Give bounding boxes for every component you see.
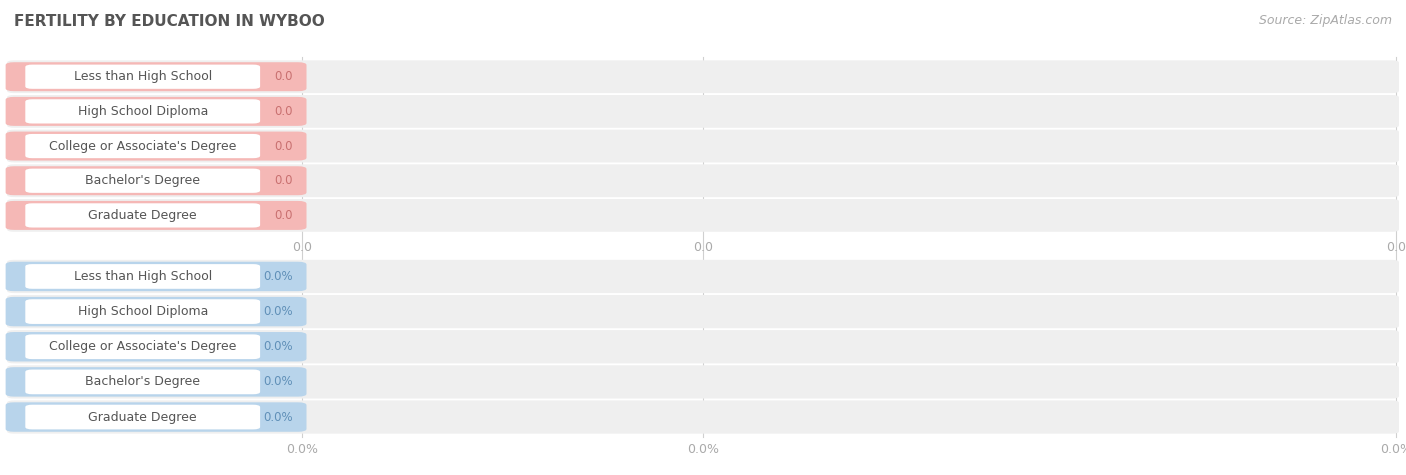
FancyBboxPatch shape [6,262,307,291]
Text: College or Associate's Degree: College or Associate's Degree [49,340,236,353]
Text: 0.0%: 0.0% [263,305,292,318]
Text: 0.0%: 0.0% [263,340,292,353]
FancyBboxPatch shape [25,334,260,359]
FancyBboxPatch shape [7,95,1399,128]
FancyBboxPatch shape [7,365,1399,399]
Text: College or Associate's Degree: College or Associate's Degree [49,140,236,152]
FancyBboxPatch shape [6,297,307,326]
FancyBboxPatch shape [7,60,1399,93]
Text: Less than High School: Less than High School [73,70,212,83]
Text: High School Diploma: High School Diploma [77,305,208,318]
Text: 0.0: 0.0 [292,241,312,254]
FancyBboxPatch shape [6,367,307,397]
FancyBboxPatch shape [6,402,307,432]
FancyBboxPatch shape [25,169,260,193]
FancyBboxPatch shape [25,203,260,228]
FancyBboxPatch shape [7,199,1399,232]
FancyBboxPatch shape [6,166,307,195]
FancyBboxPatch shape [6,62,307,91]
Text: Graduate Degree: Graduate Degree [89,410,197,424]
FancyBboxPatch shape [25,405,260,429]
FancyBboxPatch shape [7,164,1399,197]
Text: 0.0: 0.0 [274,70,292,83]
FancyBboxPatch shape [7,260,1399,293]
Text: 0.0: 0.0 [693,241,713,254]
Text: 0.0: 0.0 [1386,241,1406,254]
Text: High School Diploma: High School Diploma [77,105,208,118]
Text: 0.0: 0.0 [274,209,292,222]
Text: 0.0: 0.0 [274,140,292,152]
FancyBboxPatch shape [6,97,307,126]
FancyBboxPatch shape [25,264,260,289]
FancyBboxPatch shape [25,299,260,324]
FancyBboxPatch shape [6,332,307,361]
FancyBboxPatch shape [7,330,1399,363]
Text: 0.0%: 0.0% [287,443,318,456]
FancyBboxPatch shape [7,130,1399,162]
Text: FERTILITY BY EDUCATION IN WYBOO: FERTILITY BY EDUCATION IN WYBOO [14,14,325,29]
Text: Less than High School: Less than High School [73,270,212,283]
Text: 0.0%: 0.0% [688,443,718,456]
Text: Bachelor's Degree: Bachelor's Degree [86,174,200,187]
FancyBboxPatch shape [25,134,260,158]
FancyBboxPatch shape [25,370,260,394]
Text: 0.0: 0.0 [274,105,292,118]
Text: 0.0%: 0.0% [263,410,292,424]
FancyBboxPatch shape [6,201,307,230]
FancyBboxPatch shape [25,65,260,89]
Text: 0.0: 0.0 [274,174,292,187]
Text: Bachelor's Degree: Bachelor's Degree [86,375,200,389]
Text: 0.0%: 0.0% [263,270,292,283]
FancyBboxPatch shape [6,132,307,161]
Text: Graduate Degree: Graduate Degree [89,209,197,222]
Text: 0.0%: 0.0% [1381,443,1406,456]
Text: 0.0%: 0.0% [263,375,292,389]
FancyBboxPatch shape [25,99,260,124]
Text: Source: ZipAtlas.com: Source: ZipAtlas.com [1258,14,1392,27]
FancyBboxPatch shape [7,400,1399,434]
FancyBboxPatch shape [7,295,1399,328]
